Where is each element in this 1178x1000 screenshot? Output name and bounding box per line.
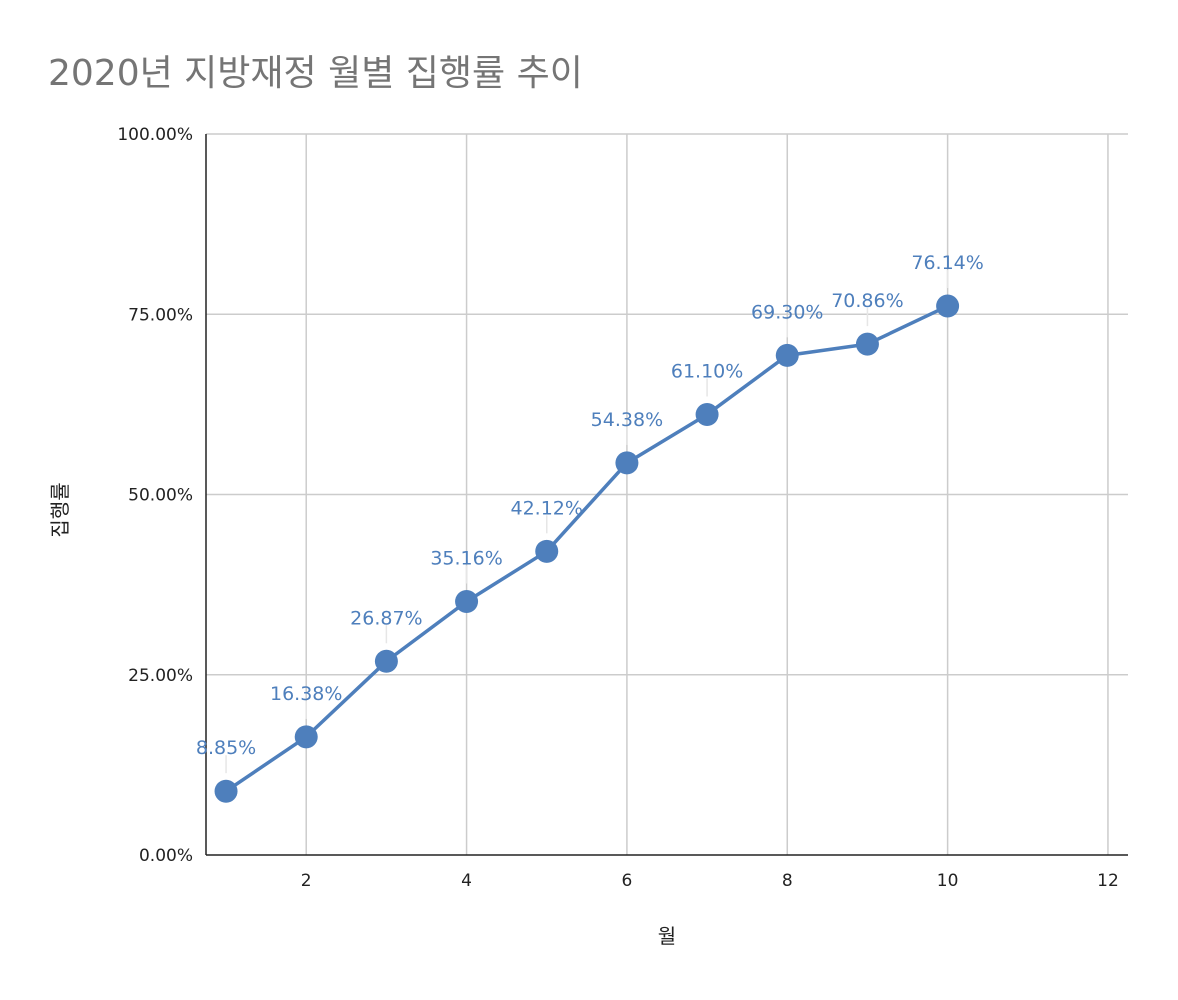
- chart-title: 2020년 지방재정 월별 집행률 추이: [48, 53, 583, 94]
- y-tick-labels: 0.00% 25.00% 50.00% 75.00% 100.00%: [117, 125, 193, 866]
- y-tick-label: 75.00%: [128, 305, 193, 325]
- data-point: [535, 539, 559, 563]
- data-point: [294, 725, 318, 749]
- x-tick-label: 2: [301, 871, 312, 891]
- data-point: [455, 589, 479, 613]
- data-label: 76.14%: [911, 252, 983, 274]
- data-point: [214, 779, 238, 803]
- data-point: [775, 343, 799, 367]
- data-label: 69.30%: [751, 301, 823, 323]
- x-axis-label: 월: [658, 924, 676, 948]
- x-tick-label: 10: [937, 871, 959, 891]
- data-label: 26.87%: [350, 607, 422, 629]
- data-point: [695, 402, 719, 426]
- x-tick-label: 4: [461, 871, 472, 891]
- y-tick-label: 25.00%: [128, 666, 193, 686]
- data-labels: 8.85% 16.38% 26.87% 35.16% 42.12% 54.38% 61.10…: [196, 252, 984, 774]
- axes: [205, 134, 1128, 856]
- x-tick-label: 8: [782, 871, 793, 891]
- grid-lines: [206, 133, 1128, 855]
- y-tick-label: 0.00%: [139, 846, 193, 866]
- x-tick-label: 6: [621, 871, 632, 891]
- series-line: [225, 304, 949, 793]
- data-point: [936, 294, 960, 318]
- data-label: 42.12%: [511, 497, 583, 519]
- data-point: [615, 451, 639, 475]
- x-tick-labels: 2 4 6 8 10 12: [301, 871, 1119, 891]
- data-label: 35.16%: [430, 547, 502, 569]
- series: [214, 294, 960, 803]
- data-label: 54.38%: [591, 409, 663, 431]
- data-label: 8.85%: [196, 737, 256, 759]
- data-label: 16.38%: [270, 683, 342, 705]
- data-label: 70.86%: [831, 290, 903, 312]
- y-axis-label: 집행률: [48, 482, 72, 537]
- data-point: [855, 332, 879, 356]
- x-tick-label: 12: [1097, 871, 1119, 891]
- data-label: 61.10%: [671, 360, 743, 382]
- y-tick-label: 100.00%: [117, 125, 193, 145]
- y-tick-label: 50.00%: [128, 486, 193, 506]
- data-point: [374, 649, 398, 673]
